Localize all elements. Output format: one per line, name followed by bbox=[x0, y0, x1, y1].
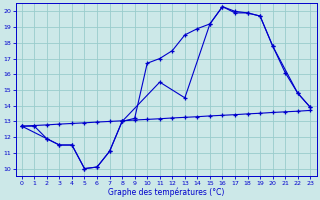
X-axis label: Graphe des températures (°C): Graphe des températures (°C) bbox=[108, 187, 224, 197]
